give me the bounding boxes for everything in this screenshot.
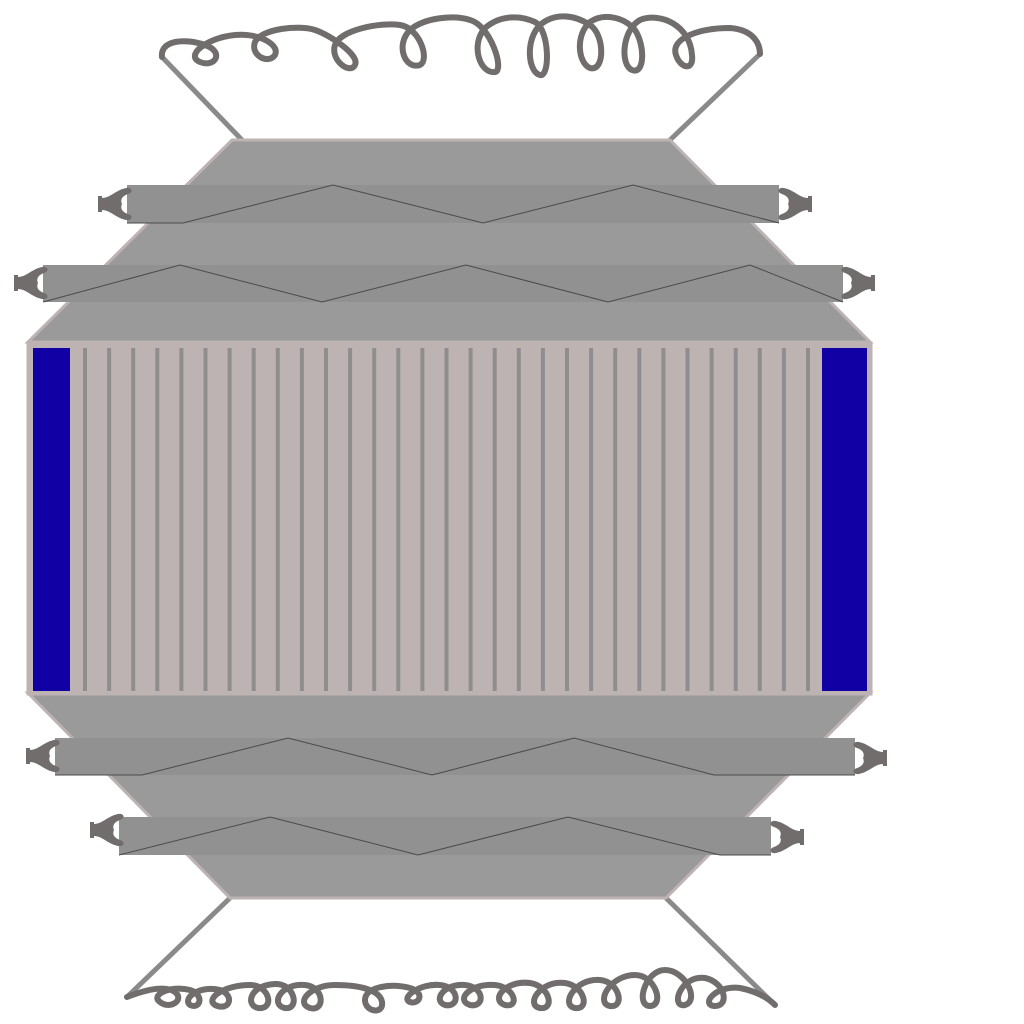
top-coil-spring <box>159 13 763 78</box>
top-spring-assembly <box>159 13 763 142</box>
core-slat <box>661 348 666 691</box>
core-slat <box>179 348 184 691</box>
core-slat <box>637 348 642 691</box>
wing-nut-shape <box>778 187 812 221</box>
core-slat <box>324 348 328 691</box>
core-slat <box>348 348 353 691</box>
core-slat <box>372 348 377 691</box>
wing-nut <box>98 187 132 221</box>
core-slat <box>540 348 545 691</box>
bottom-spring-assembly <box>124 896 778 1014</box>
tension-bar-zigzag <box>42 264 844 303</box>
core-slat <box>709 348 714 691</box>
core-slat <box>492 348 497 691</box>
wing-nut <box>853 741 887 775</box>
core-slat <box>516 348 521 691</box>
tension-bar <box>42 264 844 303</box>
wing-nut <box>841 266 875 300</box>
wing-nut-shape <box>841 266 875 300</box>
core-slat <box>806 348 810 691</box>
core-slat <box>589 348 594 691</box>
tension-bar <box>118 816 771 856</box>
bottom-left-support-wire <box>125 896 232 999</box>
core-slat <box>396 348 401 691</box>
upper-housing <box>24 138 874 344</box>
core-slat <box>468 348 473 691</box>
wing-nut <box>26 739 60 773</box>
core-slat <box>275 348 280 691</box>
tension-bar-body <box>127 185 779 223</box>
core-slat <box>203 348 208 691</box>
tension-bar-zigzag <box>118 816 771 856</box>
wing-nut-shape <box>26 739 60 773</box>
tension-bar-zigzag <box>55 737 855 776</box>
core-slat <box>131 348 136 691</box>
wing-nut-shape <box>98 187 132 221</box>
lower-housing <box>24 691 874 900</box>
tension-bar-body <box>119 817 771 855</box>
core-slats <box>83 348 810 691</box>
tension-bar-zigzag <box>127 184 780 224</box>
wing-nut <box>770 820 804 854</box>
core-slat <box>420 348 425 691</box>
wing-nut <box>90 813 124 847</box>
core-slat <box>613 348 618 691</box>
core-slat <box>251 348 256 691</box>
bottom-right-support-wire <box>664 896 777 1007</box>
right-core-end-plate <box>822 348 867 691</box>
wing-nuts <box>14 187 887 854</box>
core-slat <box>155 348 160 691</box>
tension-bar <box>127 184 780 224</box>
wing-nut-shape <box>770 820 804 854</box>
core-slat <box>565 348 569 691</box>
core-slat <box>685 348 690 691</box>
top-left-support-wire <box>160 55 244 142</box>
core-body <box>26 341 873 696</box>
tension-bar <box>55 737 855 776</box>
left-core-end-plate <box>33 348 70 691</box>
wing-nut-shape <box>14 266 48 300</box>
wing-nut-shape <box>90 813 124 847</box>
core-slat <box>444 348 449 691</box>
top-right-support-wire <box>668 52 762 142</box>
core-slat <box>733 348 738 691</box>
bottom-coil-spring <box>124 966 778 1014</box>
core-slat <box>781 348 786 691</box>
wing-nut <box>778 187 812 221</box>
core-slat <box>107 348 112 691</box>
wing-nut-shape <box>853 741 887 775</box>
core-slat <box>299 348 304 691</box>
wing-nut <box>14 266 48 300</box>
core-slat <box>227 348 232 691</box>
core-assembly <box>26 341 873 696</box>
core-slat <box>757 348 762 691</box>
core-slat <box>83 348 87 691</box>
tension-bars <box>42 184 855 856</box>
